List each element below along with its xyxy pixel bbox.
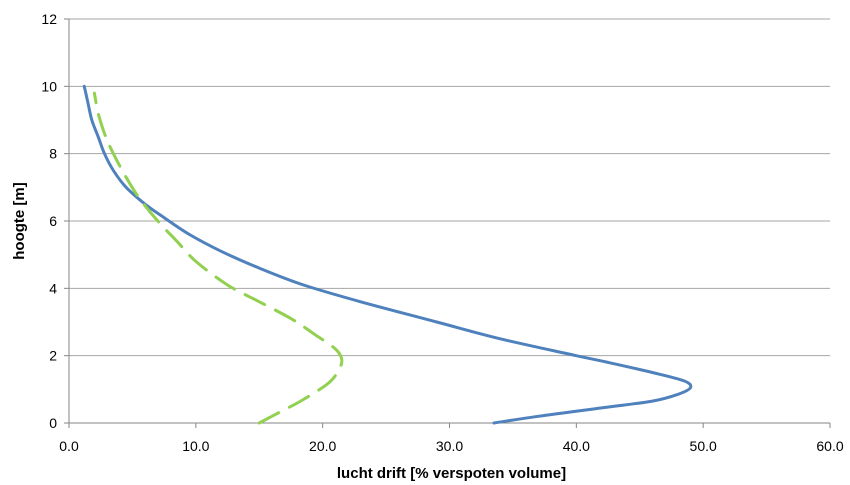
- x-tick-label: 0.0: [59, 438, 79, 454]
- x-tick-label: 30.0: [436, 438, 463, 454]
- x-axis-title: lucht drift [% verspoten volume]: [337, 465, 566, 482]
- series-group: [82, 84, 693, 425]
- y-tick-label: 6: [49, 213, 57, 229]
- y-tick-label: 12: [41, 11, 57, 27]
- y-tick-label: 10: [41, 78, 57, 94]
- y-tick-label: 0: [49, 415, 57, 431]
- y-tick-label: 4: [49, 280, 57, 296]
- series-line-1-solid: [82, 84, 693, 425]
- x-tick-label: 60.0: [816, 438, 843, 454]
- x-tick-label: 20.0: [309, 438, 336, 454]
- gridlines: [69, 18, 830, 357]
- y-axis-title: hoogte [m]: [11, 182, 28, 259]
- axes: [64, 18, 831, 428]
- y-tick-label: 2: [49, 348, 57, 364]
- tick-labels: 0 2 4 6 8 10 12 0.0 10.0 20.0 30.0 40.0 50.0 60.0: [41, 11, 843, 454]
- x-tick-label: 10.0: [182, 438, 209, 454]
- series-line-2-dashed: [92, 91, 344, 425]
- y-tick-label: 8: [49, 146, 57, 162]
- x-tick-label: 40.0: [563, 438, 590, 454]
- x-tick-label: 50.0: [690, 438, 717, 454]
